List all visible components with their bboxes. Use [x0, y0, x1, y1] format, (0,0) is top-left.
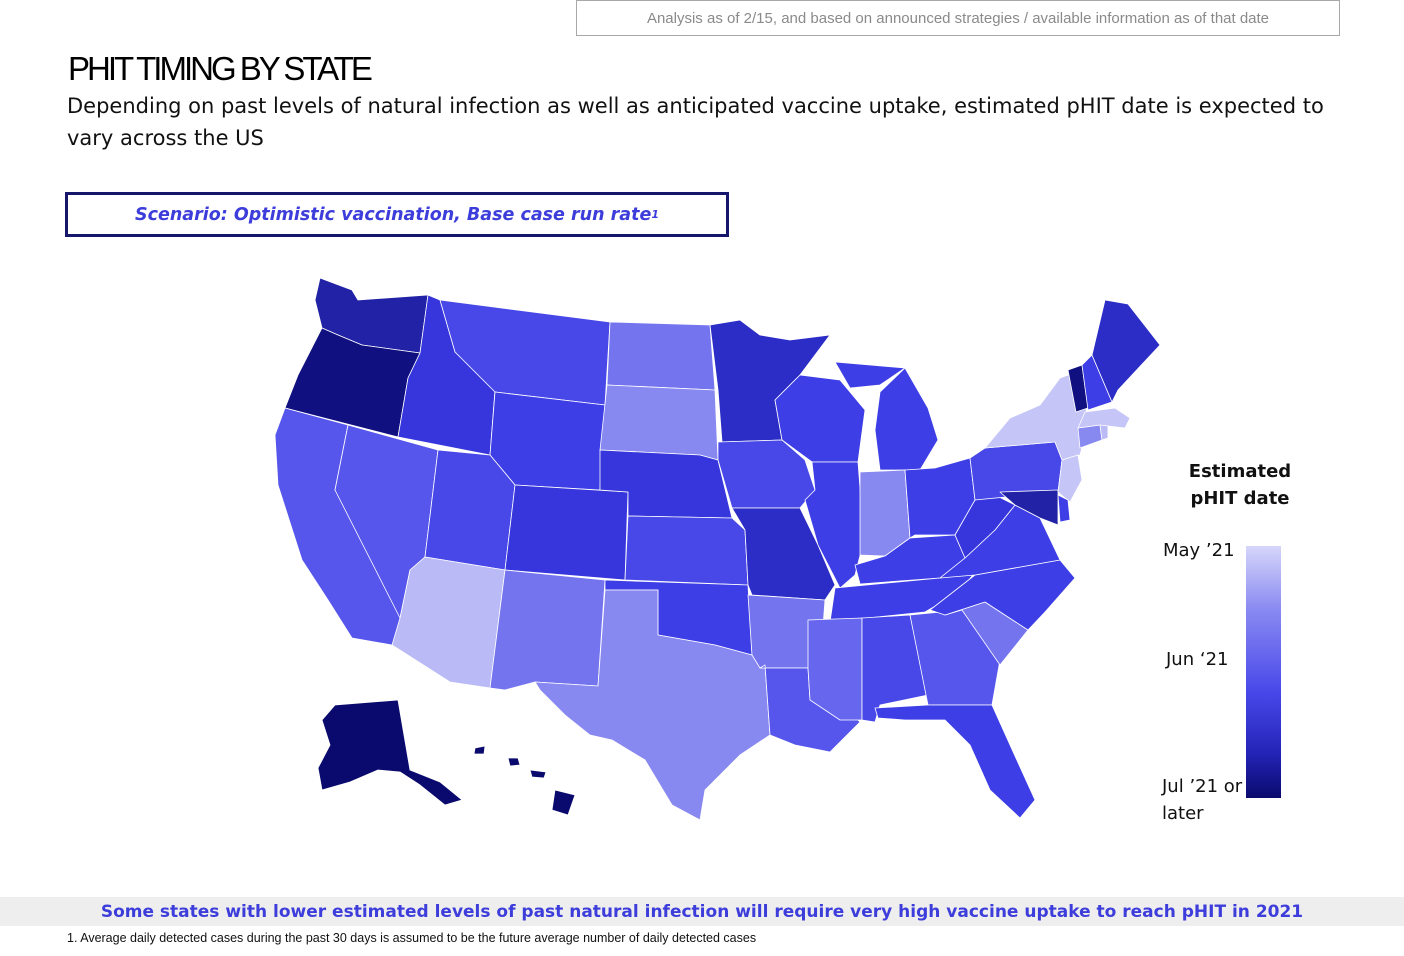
state-MI [834, 361, 939, 471]
state-WI [774, 374, 866, 463]
state-TX [534, 589, 771, 821]
footnote: 1. Average daily detected cases during t… [67, 931, 757, 945]
state-AK [317, 699, 463, 806]
legend-title: Estimated pHIT date [1170, 458, 1310, 512]
legend-label-bottom-line2: later [1162, 803, 1204, 824]
legend-label-top: May ’21 [1163, 540, 1235, 561]
state-ND [606, 321, 716, 391]
scenario-footnote-marker: 1 [651, 208, 659, 221]
state-NJ [1057, 454, 1083, 503]
as-of-note: Analysis as of 2/15, and based on announ… [576, 0, 1340, 36]
key-takeaway-banner: Some states with lower estimated levels … [0, 897, 1404, 926]
scenario-box: Scenario: Optimistic vaccination, Base c… [65, 192, 729, 237]
state-FL [874, 704, 1036, 819]
legend-label-bottom-line1: Jul ’21 or [1162, 776, 1243, 797]
state-MA [1077, 407, 1131, 429]
legend-color-ramp [1246, 546, 1281, 798]
state-DE [1057, 494, 1071, 523]
state-KS [624, 515, 749, 586]
state-MD [999, 489, 1059, 526]
page-title: PHIT TIMING BY STATE [68, 50, 373, 87]
state-SD [599, 384, 719, 461]
legend-label-bottom: Jul ’21 or later [1162, 773, 1242, 827]
legend-title-line2: pHIT date [1190, 488, 1290, 509]
state-CO [504, 484, 629, 581]
legend-label-middle: Jun ‘21 [1166, 649, 1229, 670]
state-CT [1077, 424, 1103, 449]
state-HI [473, 745, 576, 816]
state-NM [489, 569, 606, 691]
state-ME [1091, 299, 1161, 403]
scenario-label: Scenario: Optimistic vaccination, Base c… [135, 204, 652, 225]
state-AZ [391, 556, 506, 689]
legend-title-line1: Estimated [1188, 461, 1292, 482]
page-subtitle: Depending on past levels of natural infe… [67, 94, 1324, 150]
